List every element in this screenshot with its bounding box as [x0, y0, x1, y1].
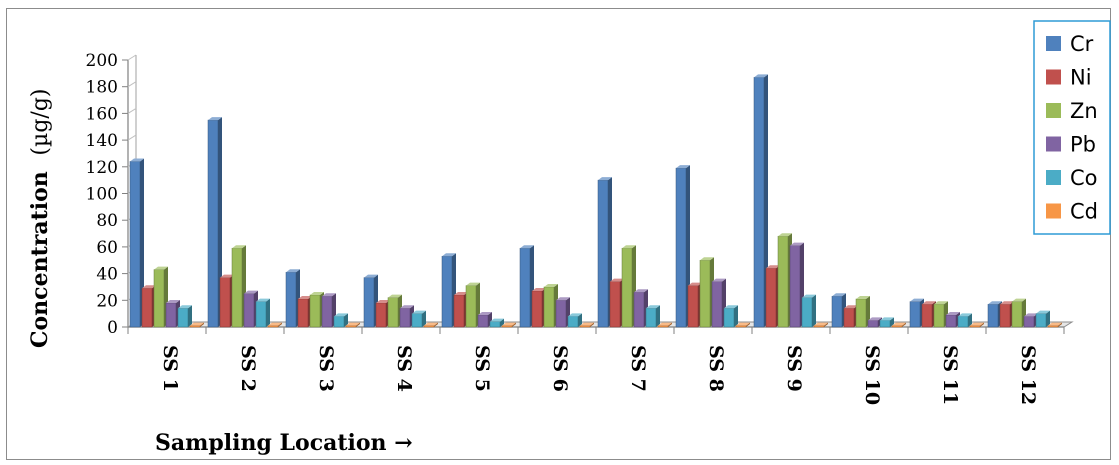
- legend-entry: Zn: [1046, 99, 1098, 123]
- bar: [345, 322, 360, 328]
- bar: [579, 322, 594, 328]
- x-tick-label: SS 5: [471, 345, 493, 392]
- legend-entry: Cr: [1046, 32, 1094, 56]
- legend-label: Co: [1070, 166, 1098, 190]
- y-tick-label: 20: [96, 291, 118, 311]
- bar: [489, 318, 504, 328]
- legend-swatch: [1046, 36, 1061, 51]
- legend-swatch: [1046, 203, 1061, 219]
- bars: [129, 74, 1062, 328]
- y-tick-depth: [127, 134, 137, 141]
- axes: 0 20 40 60 80 100 120 140 160 180 200 SS 1 SS 2 SS 3 S…: [86, 51, 1074, 405]
- bar: [423, 322, 438, 328]
- bar: [129, 158, 144, 328]
- bar: [189, 322, 204, 328]
- x-tick-label: SS 6: [549, 345, 571, 392]
- x-tick-label: SS 4: [393, 345, 415, 392]
- bar: [801, 294, 816, 328]
- legend-entry: Co: [1046, 166, 1098, 190]
- y-tick-depth: [127, 81, 137, 88]
- bar: [255, 298, 270, 328]
- legend: Cr Ni Zn Pb Co Cd: [1033, 20, 1111, 235]
- bar: [333, 313, 348, 328]
- bar: [891, 322, 906, 328]
- bar: [723, 305, 738, 328]
- bar: [969, 322, 984, 328]
- bar: [957, 313, 972, 328]
- x-tick-label: SS 1: [159, 345, 181, 392]
- bar: [501, 322, 516, 328]
- y-tick-label: 120: [86, 158, 118, 178]
- legend-swatch: [1046, 103, 1061, 118]
- x-tick-label: SS 9: [783, 345, 805, 392]
- bar: [567, 313, 582, 328]
- y-tick-label: 100: [86, 185, 118, 205]
- y-tick-label: 60: [96, 238, 118, 258]
- bar: [753, 74, 768, 328]
- y-tick-label: 140: [86, 131, 118, 151]
- y-tick-label: 180: [86, 78, 118, 98]
- bar: [177, 305, 192, 328]
- x-tick-label: SS 8: [705, 345, 727, 392]
- y-tick-label: 200: [86, 51, 118, 71]
- bar: [789, 242, 804, 328]
- legend-swatch: [1046, 136, 1061, 152]
- y-tick-depth: [127, 54, 137, 61]
- bar: [879, 317, 894, 328]
- y-axis-label-main: Concentration: [27, 171, 53, 348]
- y-tick-label: 0: [107, 318, 118, 338]
- legend-label: Pb: [1070, 133, 1096, 157]
- bar: [657, 322, 672, 328]
- y-tick-label: 160: [86, 104, 118, 124]
- bar: [411, 310, 426, 328]
- legend-entry: Ni: [1046, 66, 1092, 90]
- y-tick-depth: [127, 107, 137, 114]
- legend-label: Cr: [1070, 32, 1094, 56]
- bar: [363, 274, 378, 328]
- bar: [207, 117, 222, 328]
- bar: [813, 322, 828, 328]
- x-tick-label: SS 3: [315, 345, 337, 392]
- x-axis-label: Sampling Location →: [155, 430, 413, 456]
- bar: [735, 322, 750, 328]
- legend-label: Cd: [1070, 200, 1098, 224]
- bar: [477, 311, 492, 328]
- legend-swatch: [1046, 69, 1061, 85]
- bar: [1047, 322, 1062, 328]
- x-tick-label: SS 2: [237, 345, 259, 392]
- legend-entry: Pb: [1046, 133, 1096, 157]
- x-tick-label: SS 12: [1017, 345, 1039, 405]
- legend-entry: Cd: [1046, 200, 1098, 224]
- y-axis-label: Concentration (µg/g): [27, 89, 53, 348]
- y-axis-label-unit: (µg/g): [28, 89, 53, 156]
- bar: [855, 295, 870, 328]
- bar: [645, 305, 660, 328]
- legend-box: [1033, 20, 1111, 235]
- x-tick-label: SS 11: [939, 345, 961, 405]
- bar: [1035, 310, 1050, 328]
- x-tick-label: SS 10: [861, 345, 883, 405]
- x-tick-label: SS 7: [627, 345, 649, 392]
- labels: Concentration (µg/g) Sampling Location →: [27, 89, 413, 456]
- legend-label: Ni: [1070, 66, 1092, 90]
- legend-label: Zn: [1070, 99, 1098, 123]
- y-tick-label: 40: [96, 265, 118, 285]
- legend-swatch: [1046, 170, 1061, 185]
- y-tick-label: 80: [96, 211, 118, 231]
- bar: [267, 322, 282, 328]
